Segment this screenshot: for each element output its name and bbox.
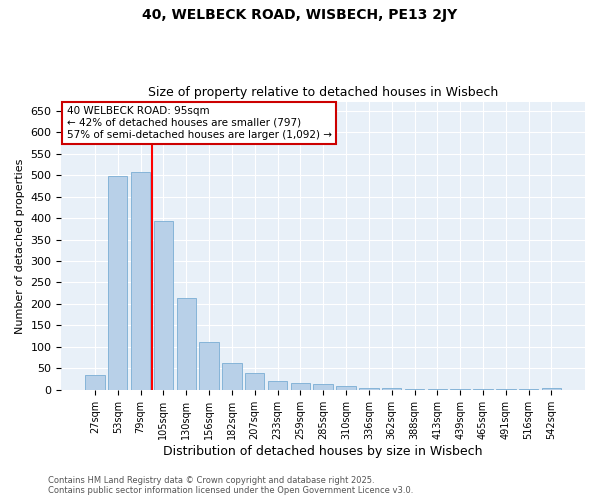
Text: Contains HM Land Registry data © Crown copyright and database right 2025.
Contai: Contains HM Land Registry data © Crown c… (48, 476, 413, 495)
Bar (542, 388, 561, 390)
Bar (245, 372, 265, 390)
Bar (337, 386, 356, 390)
X-axis label: Distribution of detached houses by size in Wisbech: Distribution of detached houses by size … (163, 444, 483, 458)
Bar (108, 176, 127, 390)
Bar (359, 388, 379, 390)
Bar (428, 389, 447, 390)
Bar (405, 388, 424, 390)
Bar (268, 382, 287, 390)
Bar (290, 383, 310, 390)
Bar (131, 172, 150, 390)
Bar (313, 384, 333, 390)
Text: 40, WELBECK ROAD, WISBECH, PE13 2JY: 40, WELBECK ROAD, WISBECH, PE13 2JY (142, 8, 458, 22)
Title: Size of property relative to detached houses in Wisbech: Size of property relative to detached ho… (148, 86, 499, 100)
Bar (199, 342, 219, 390)
Bar (85, 375, 104, 390)
Text: 40 WELBECK ROAD: 95sqm
← 42% of detached houses are smaller (797)
57% of semi-de: 40 WELBECK ROAD: 95sqm ← 42% of detached… (67, 106, 332, 140)
Bar (222, 363, 242, 390)
Y-axis label: Number of detached properties: Number of detached properties (15, 158, 25, 334)
Bar (154, 221, 173, 390)
Bar (382, 388, 401, 390)
Bar (176, 298, 196, 390)
